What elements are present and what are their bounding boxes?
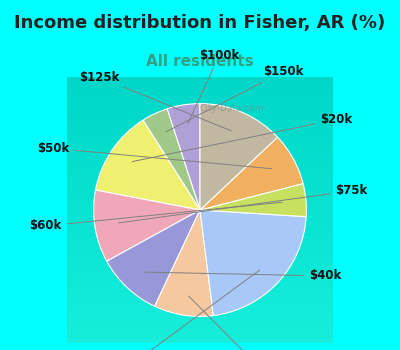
Wedge shape bbox=[200, 183, 306, 217]
Text: $10k: $10k bbox=[189, 296, 269, 350]
Text: $150k: $150k bbox=[166, 65, 303, 132]
Text: City-Data.com: City-Data.com bbox=[200, 104, 264, 113]
Text: All residents: All residents bbox=[146, 54, 254, 69]
Wedge shape bbox=[143, 109, 200, 210]
Text: $125k: $125k bbox=[79, 70, 231, 131]
Text: $100k: $100k bbox=[188, 49, 239, 124]
Wedge shape bbox=[200, 210, 306, 316]
Text: $50k: $50k bbox=[37, 142, 272, 169]
Text: $20k: $20k bbox=[132, 113, 352, 162]
Text: $60k: $60k bbox=[30, 202, 282, 232]
Wedge shape bbox=[107, 210, 200, 306]
Wedge shape bbox=[200, 104, 278, 210]
Wedge shape bbox=[94, 190, 200, 261]
Text: Income distribution in Fisher, AR (%): Income distribution in Fisher, AR (%) bbox=[14, 14, 386, 32]
Wedge shape bbox=[200, 137, 303, 210]
Text: $40k: $40k bbox=[144, 270, 342, 282]
Wedge shape bbox=[167, 104, 200, 210]
Wedge shape bbox=[155, 210, 213, 316]
Wedge shape bbox=[96, 120, 200, 210]
Text: $30k: $30k bbox=[120, 270, 260, 350]
Text: $75k: $75k bbox=[119, 184, 367, 223]
